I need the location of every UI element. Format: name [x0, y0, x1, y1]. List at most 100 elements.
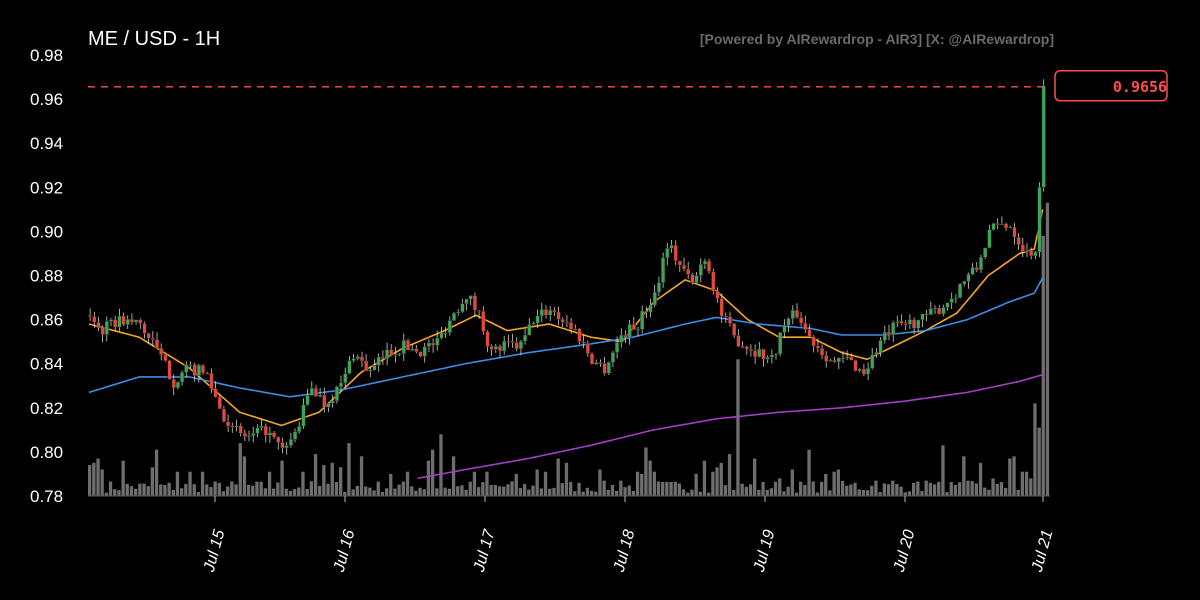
volume-bar	[410, 486, 414, 496]
candle-down	[564, 322, 569, 324]
candle-down	[154, 339, 159, 349]
volume-bar	[125, 483, 129, 496]
candle-up	[447, 320, 452, 333]
volume-bar	[995, 483, 999, 496]
candle-up	[330, 400, 335, 404]
volume-bar	[799, 481, 803, 496]
volume-bar	[401, 481, 405, 496]
candle-up	[933, 307, 938, 310]
volume-bar	[598, 469, 602, 496]
candle-up	[134, 319, 139, 323]
volume-bar	[502, 486, 506, 496]
volume-bar	[581, 491, 585, 496]
candle-up	[891, 322, 896, 335]
volume-bar	[623, 487, 627, 496]
volume-bar	[606, 490, 610, 496]
candle-down	[723, 315, 728, 318]
volume-bar	[845, 485, 849, 496]
volume-bar	[326, 483, 330, 496]
volume-bar	[866, 490, 870, 496]
volume-bar	[1004, 487, 1008, 496]
candle-down	[799, 317, 804, 324]
volume-bar	[221, 491, 226, 496]
volume-bar	[895, 484, 899, 496]
volume-bar	[393, 488, 397, 496]
volume-bar	[117, 490, 121, 496]
last-price-label: 0.9656	[1113, 78, 1167, 96]
volume-bar	[740, 483, 744, 496]
volume-bar	[677, 483, 681, 496]
last-price-box	[1054, 70, 1168, 102]
candle-down	[238, 425, 243, 434]
volume-bar	[681, 489, 686, 496]
volume-bar	[543, 471, 548, 496]
candle-up	[665, 248, 670, 258]
candle-up	[523, 334, 528, 342]
candle-up	[410, 348, 415, 351]
candle-down	[96, 322, 101, 328]
candle-down	[322, 394, 327, 408]
candle-up	[987, 229, 992, 249]
candle-up	[953, 297, 958, 300]
candle-down	[631, 324, 636, 330]
candle-up	[999, 223, 1004, 226]
volume-bar	[907, 491, 912, 496]
volume-bar	[113, 489, 117, 496]
volume-bar	[987, 489, 991, 496]
volume-bar	[602, 480, 606, 496]
volume-bar	[472, 471, 477, 496]
volume-bar	[138, 483, 142, 496]
candle-down	[205, 372, 210, 375]
volume-bar	[828, 490, 832, 496]
volume-bar	[878, 492, 882, 496]
volume-bar	[497, 486, 502, 496]
volume-bar	[707, 492, 711, 496]
x-tick-label: Jul 18	[611, 528, 639, 575]
volume-bar	[205, 484, 209, 496]
volume-bar	[226, 486, 230, 496]
volume-bar	[514, 473, 518, 496]
candle-down	[389, 349, 394, 356]
candle-down	[1016, 236, 1021, 246]
volume-bar	[564, 462, 569, 496]
candle-up	[339, 382, 344, 387]
candle-down	[556, 311, 561, 320]
candle-up	[117, 315, 122, 328]
volume-bar	[523, 484, 527, 496]
candle-down	[736, 335, 741, 347]
volume-bar	[932, 484, 937, 496]
candle-up	[502, 341, 507, 352]
candle-down	[761, 348, 766, 360]
volume-bar	[284, 488, 288, 496]
volume-bar	[510, 481, 514, 496]
volume-bar	[966, 480, 970, 496]
ma-slow-line	[417, 373, 1043, 480]
volume-bar	[790, 469, 794, 496]
volume-bar	[899, 486, 903, 496]
candle-up	[857, 368, 862, 372]
candle-down	[171, 379, 176, 389]
candle-up	[790, 309, 795, 319]
volume-bar	[184, 484, 188, 496]
candle-up	[979, 257, 984, 271]
volume-bar	[886, 484, 891, 496]
ma-fast-line	[88, 209, 1044, 427]
candle-down	[1012, 226, 1017, 238]
candle-up	[1008, 226, 1013, 229]
volume-bar	[736, 359, 740, 496]
candle-up	[991, 223, 996, 230]
candle-down	[719, 298, 724, 317]
volume-bar	[548, 488, 552, 496]
volume-bar	[355, 485, 359, 496]
volume-bar	[999, 482, 1004, 496]
volume-bar	[96, 458, 100, 496]
volume-bar	[1020, 471, 1024, 496]
candle-down	[213, 388, 218, 398]
volume-bar	[970, 481, 974, 496]
x-tick-label: Jul 17	[471, 527, 499, 575]
candle-up	[941, 307, 946, 315]
candle-up	[786, 318, 791, 326]
candle-up	[464, 298, 469, 305]
volume-bar	[615, 490, 619, 496]
volume-bar	[1016, 489, 1020, 496]
